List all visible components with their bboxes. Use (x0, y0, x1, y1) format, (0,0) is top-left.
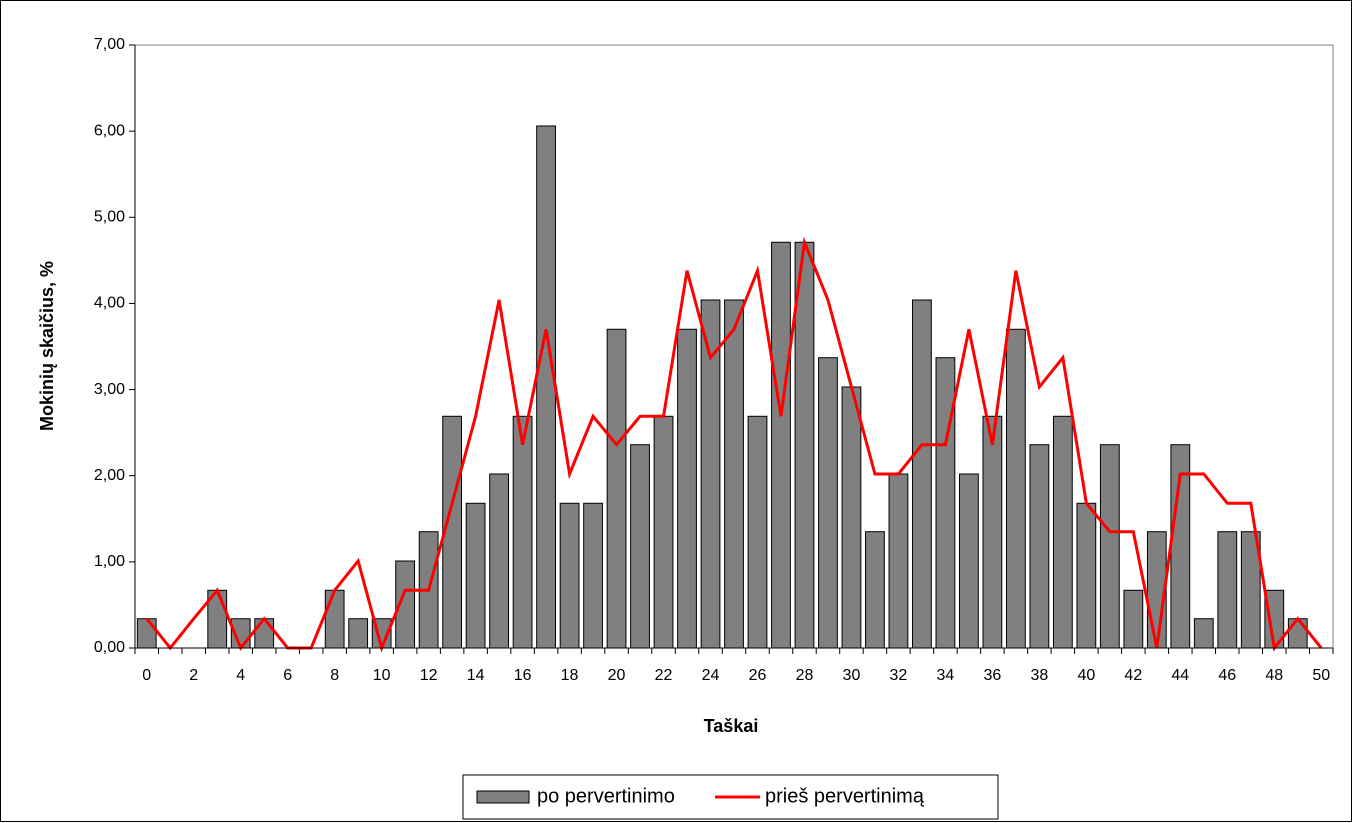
bar (606, 328, 627, 649)
bar (1076, 502, 1097, 649)
x-tick-label: 24 (702, 667, 720, 684)
bar (324, 589, 345, 649)
bar (771, 241, 791, 649)
bar (841, 386, 862, 649)
x-tick-label: 32 (890, 667, 908, 684)
bar (935, 357, 956, 649)
x-tick-label: 22 (655, 667, 673, 684)
y-tick-label: 7,00 (94, 36, 125, 53)
bar (512, 415, 533, 649)
x-tick-label: 30 (843, 667, 861, 684)
bar (794, 241, 815, 649)
x-tick-label: 20 (608, 667, 626, 684)
bar (1052, 415, 1073, 649)
x-tick-label: 14 (467, 667, 485, 684)
bar (136, 618, 157, 649)
bar (888, 473, 909, 649)
x-tick-label: 28 (796, 667, 814, 684)
bar (747, 415, 768, 649)
bar (254, 618, 275, 649)
x-tick-label: 26 (749, 667, 767, 684)
bar (724, 299, 744, 649)
bar (536, 125, 556, 649)
bar (1287, 618, 1308, 649)
x-tick-label: 12 (420, 667, 438, 684)
bar (677, 328, 697, 649)
y-tick-label: 4,00 (94, 295, 125, 312)
y-tick-label: 3,00 (94, 381, 125, 398)
legend-swatch (476, 790, 530, 804)
x-tick-label: 6 (283, 667, 292, 684)
bar (489, 473, 509, 649)
y-axis-label: Mokinių skaičius, % (37, 261, 57, 431)
bar (559, 502, 580, 649)
x-tick-label: 44 (1171, 667, 1189, 684)
legend-label: po pervertinimo (537, 785, 675, 807)
x-tick-label: 36 (983, 667, 1001, 684)
y-tick-label: 5,00 (94, 209, 125, 226)
x-tick-label: 50 (1312, 667, 1330, 684)
y-tick-label: 1,00 (94, 553, 125, 570)
bar (1099, 444, 1120, 649)
x-tick-label: 10 (373, 667, 391, 684)
x-tick-label: 42 (1124, 667, 1142, 684)
bar (1193, 618, 1214, 649)
x-tick-label: 40 (1077, 667, 1095, 684)
bar (982, 415, 1003, 649)
y-tick-label: 2,00 (94, 467, 125, 484)
x-tick-label: 48 (1265, 667, 1283, 684)
bar (630, 444, 650, 649)
bar (959, 473, 979, 649)
legend-label: prieš pervertinimą (765, 785, 925, 807)
x-tick-label: 18 (561, 667, 579, 684)
bar (465, 502, 486, 649)
x-tick-label: 4 (236, 667, 245, 684)
bar (653, 415, 674, 649)
bar (865, 531, 885, 649)
y-tick-label: 0,00 (94, 639, 125, 656)
x-tick-label: 8 (330, 667, 339, 684)
x-tick-label: 16 (514, 667, 532, 684)
bar (818, 357, 838, 649)
bar (1123, 589, 1144, 649)
y-tick-label: 6,00 (94, 122, 125, 139)
line (145, 236, 1323, 653)
bar (348, 618, 369, 649)
x-tick-label: 0 (142, 667, 151, 684)
bar (1029, 444, 1050, 649)
bar (583, 502, 603, 649)
bar (1217, 531, 1238, 649)
x-tick-label: 34 (937, 667, 955, 684)
x-tick-label: 2 (189, 667, 198, 684)
bar (1005, 328, 1026, 649)
x-axis-label: Taškai (704, 716, 759, 736)
x-tick-label: 38 (1030, 667, 1048, 684)
bar (912, 299, 932, 649)
x-tick-label: 46 (1218, 667, 1236, 684)
